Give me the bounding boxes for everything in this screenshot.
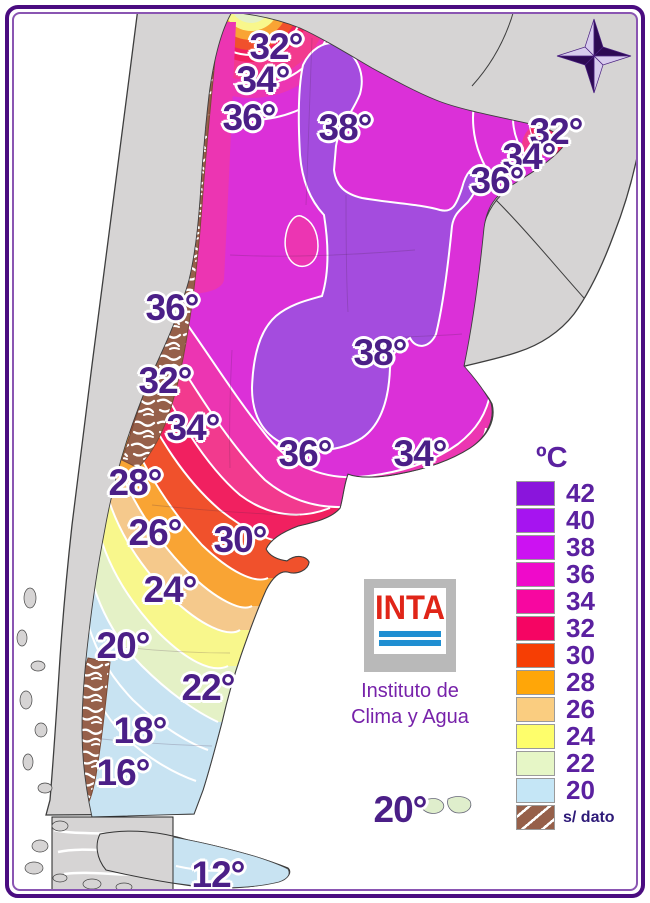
legend-swatch xyxy=(516,535,555,560)
legend-swatch xyxy=(516,751,555,776)
legend-value: 38 xyxy=(566,532,595,562)
legend-swatch xyxy=(516,562,555,587)
legend-row: 22 xyxy=(516,750,615,777)
institute-caption: Instituto de Clima y Agua xyxy=(334,678,486,730)
legend-row: 28 xyxy=(516,669,615,696)
legend-row: 32 xyxy=(516,615,615,642)
legend-swatch xyxy=(516,697,555,722)
legend-row: 24 xyxy=(516,723,615,750)
tierra-del-fuego xyxy=(51,816,291,894)
legend: ºC 42 40 38 36 34 32 30 28 26 24 22 20 s/ dato xyxy=(516,442,615,831)
legend-value: s/ dato xyxy=(563,809,615,826)
legend-row: 30 xyxy=(516,642,615,669)
argentina-border xyxy=(81,11,564,818)
archipelago-islands xyxy=(16,587,133,892)
central-pocket xyxy=(284,215,319,268)
legend-title: ºC xyxy=(536,442,568,474)
legend-rows: 42 40 38 36 34 32 30 28 26 24 22 20 s/ dato xyxy=(516,480,615,831)
legend-value: 30 xyxy=(566,640,595,670)
compass-rose-icon xyxy=(556,18,632,94)
legend-swatch xyxy=(516,670,555,695)
legend-value: 40 xyxy=(566,505,595,535)
inta-logo-box: INTA xyxy=(374,588,446,654)
malvinas-islands xyxy=(419,796,472,814)
legend-value: 26 xyxy=(566,694,595,724)
inta-logo-bar xyxy=(379,631,441,637)
legend-swatch xyxy=(516,724,555,749)
inta-logo-bar xyxy=(379,640,441,646)
legend-row: 20 xyxy=(516,777,615,804)
legend-swatch xyxy=(516,481,555,506)
legend-row: 42 xyxy=(516,480,615,507)
legend-value: 36 xyxy=(566,559,595,589)
legend-value: 34 xyxy=(566,586,595,616)
legend-value: 32 xyxy=(566,613,595,643)
legend-row: s/ dato xyxy=(516,804,615,831)
legend-swatch xyxy=(516,643,555,668)
inta-logo: INTA Instituto de Clima y Agua xyxy=(351,579,469,728)
legend-value: 42 xyxy=(566,478,595,508)
legend-swatch xyxy=(516,616,555,641)
province-borders xyxy=(91,37,463,747)
legend-swatch xyxy=(516,589,555,614)
legend-value: 24 xyxy=(566,721,595,751)
legend-row: 36 xyxy=(516,561,615,588)
institute-caption-line2: Clima y Agua xyxy=(351,706,469,728)
legend-row: 34 xyxy=(516,588,615,615)
legend-row: 26 xyxy=(516,696,615,723)
legend-value: 20 xyxy=(566,775,595,805)
legend-row: 38 xyxy=(516,534,615,561)
hot-core-region xyxy=(250,42,481,452)
legend-row: 40 xyxy=(516,507,615,534)
inta-logo-text: INTA xyxy=(374,587,446,628)
legend-swatch xyxy=(516,778,555,803)
legend-swatch xyxy=(516,508,555,533)
institute-caption-line1: Instituto de xyxy=(361,680,459,702)
legend-value: 22 xyxy=(566,748,595,778)
legend-swatch xyxy=(516,805,555,830)
legend-value: 28 xyxy=(566,667,595,697)
